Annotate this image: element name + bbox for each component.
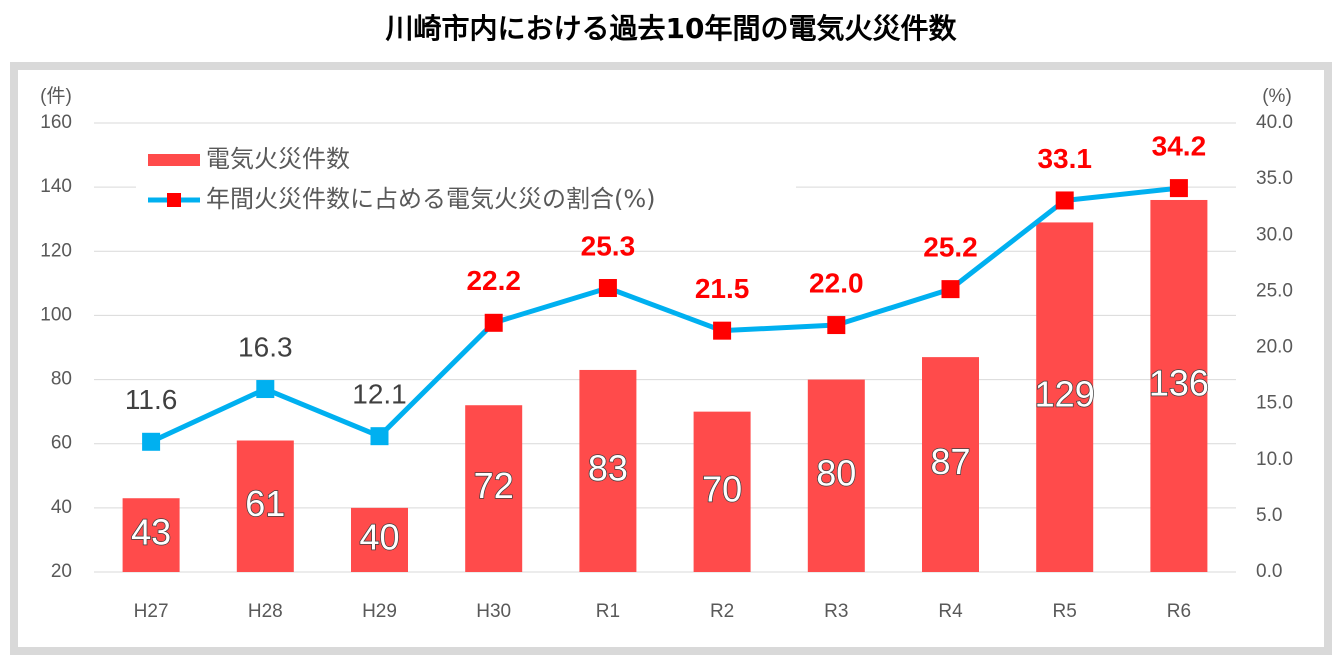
x-tick-label: H29 xyxy=(362,601,397,622)
legend-swatch xyxy=(148,154,200,166)
line-marker xyxy=(1169,179,1188,198)
x-tick-label: R4 xyxy=(938,601,963,622)
x-tick-label: R3 xyxy=(824,601,848,622)
y2-axis-label: (%) xyxy=(1262,86,1292,107)
line-value-label: 21.5 xyxy=(695,273,750,304)
line-value-label: 25.2 xyxy=(923,232,978,263)
bar xyxy=(465,405,523,572)
legend-label: 電気火災件数 xyxy=(206,145,350,173)
bar-value-label: 129 xyxy=(1035,374,1095,415)
bar-value-label: 40 xyxy=(359,516,399,557)
bar xyxy=(693,411,751,572)
bar-value-label: 136 xyxy=(1149,363,1209,404)
bar-value-label: 72 xyxy=(474,465,514,506)
bar xyxy=(351,507,408,572)
legend-label: 年間火災件数に占める電気火災の割合(%) xyxy=(206,185,656,213)
y2-tick-label: 5.0 xyxy=(1256,505,1282,526)
bar-value-label: 80 xyxy=(816,452,856,493)
line-marker xyxy=(941,280,960,299)
line-marker xyxy=(827,316,846,335)
bar xyxy=(807,379,865,572)
x-tick-label: H28 xyxy=(248,601,283,622)
bar-value-label: 43 xyxy=(131,512,171,553)
line-marker xyxy=(713,321,732,340)
y-tick-label: 100 xyxy=(40,304,72,325)
y-tick-label: 120 xyxy=(40,240,72,261)
x-tick-label: H27 xyxy=(134,601,169,622)
x-tick-label: R2 xyxy=(710,601,734,622)
line-value-label: 25.3 xyxy=(581,230,636,261)
bar-value-label: 87 xyxy=(930,441,970,482)
y-tick-label: 40 xyxy=(51,497,72,518)
y2-tick-label: 10.0 xyxy=(1256,449,1293,470)
line-marker xyxy=(598,279,617,298)
legend-marker xyxy=(167,193,181,207)
line-value-label: 11.6 xyxy=(125,384,177,415)
bar xyxy=(122,498,180,572)
bar xyxy=(1150,199,1208,572)
line-marker xyxy=(484,313,503,332)
bar-value-label: 83 xyxy=(588,447,628,488)
bar xyxy=(922,357,979,572)
line-value-label: 16.3 xyxy=(238,331,293,362)
y2-tick-label: 30.0 xyxy=(1256,224,1293,245)
line-marker xyxy=(256,380,275,399)
bar-value-label: 61 xyxy=(245,483,285,524)
y-tick-label: 20 xyxy=(51,561,72,582)
x-tick-label: R6 xyxy=(1167,601,1191,622)
x-tick-label: R1 xyxy=(596,601,620,622)
bar xyxy=(579,369,637,572)
y2-tick-label: 15.0 xyxy=(1256,393,1293,414)
chart-title: 川崎市内における過去10年間の電気火災件数 xyxy=(386,12,958,45)
y-tick-label: 80 xyxy=(51,369,72,390)
y-tick-label: 160 xyxy=(40,112,72,133)
line-value-label: 22.2 xyxy=(466,265,521,296)
bar-value-label: 70 xyxy=(702,468,742,509)
x-tick-label: H30 xyxy=(476,601,511,622)
y2-tick-label: 20.0 xyxy=(1256,337,1293,358)
y-tick-label: 140 xyxy=(40,176,72,197)
x-tick-label: R5 xyxy=(1053,601,1077,622)
legend-box xyxy=(136,140,796,220)
y-tick-label: 60 xyxy=(51,433,72,454)
bar xyxy=(1036,222,1094,572)
line xyxy=(150,185,1180,445)
bar xyxy=(236,440,294,572)
line-marker xyxy=(1055,191,1074,210)
line-value-label: 12.1 xyxy=(352,379,407,410)
y2-tick-label: 40.0 xyxy=(1256,112,1293,133)
line-value-label: 34.2 xyxy=(1152,130,1207,161)
y2-tick-label: 25.0 xyxy=(1256,280,1293,301)
line-marker xyxy=(370,427,389,446)
y2-tick-label: 0.0 xyxy=(1256,561,1282,582)
line-value-label: 22.0 xyxy=(809,267,864,298)
y2-tick-label: 35.0 xyxy=(1256,168,1293,189)
y-axis-label: (件) xyxy=(40,85,72,107)
line-marker xyxy=(142,432,161,451)
line-value-label: 33.1 xyxy=(1037,143,1092,174)
